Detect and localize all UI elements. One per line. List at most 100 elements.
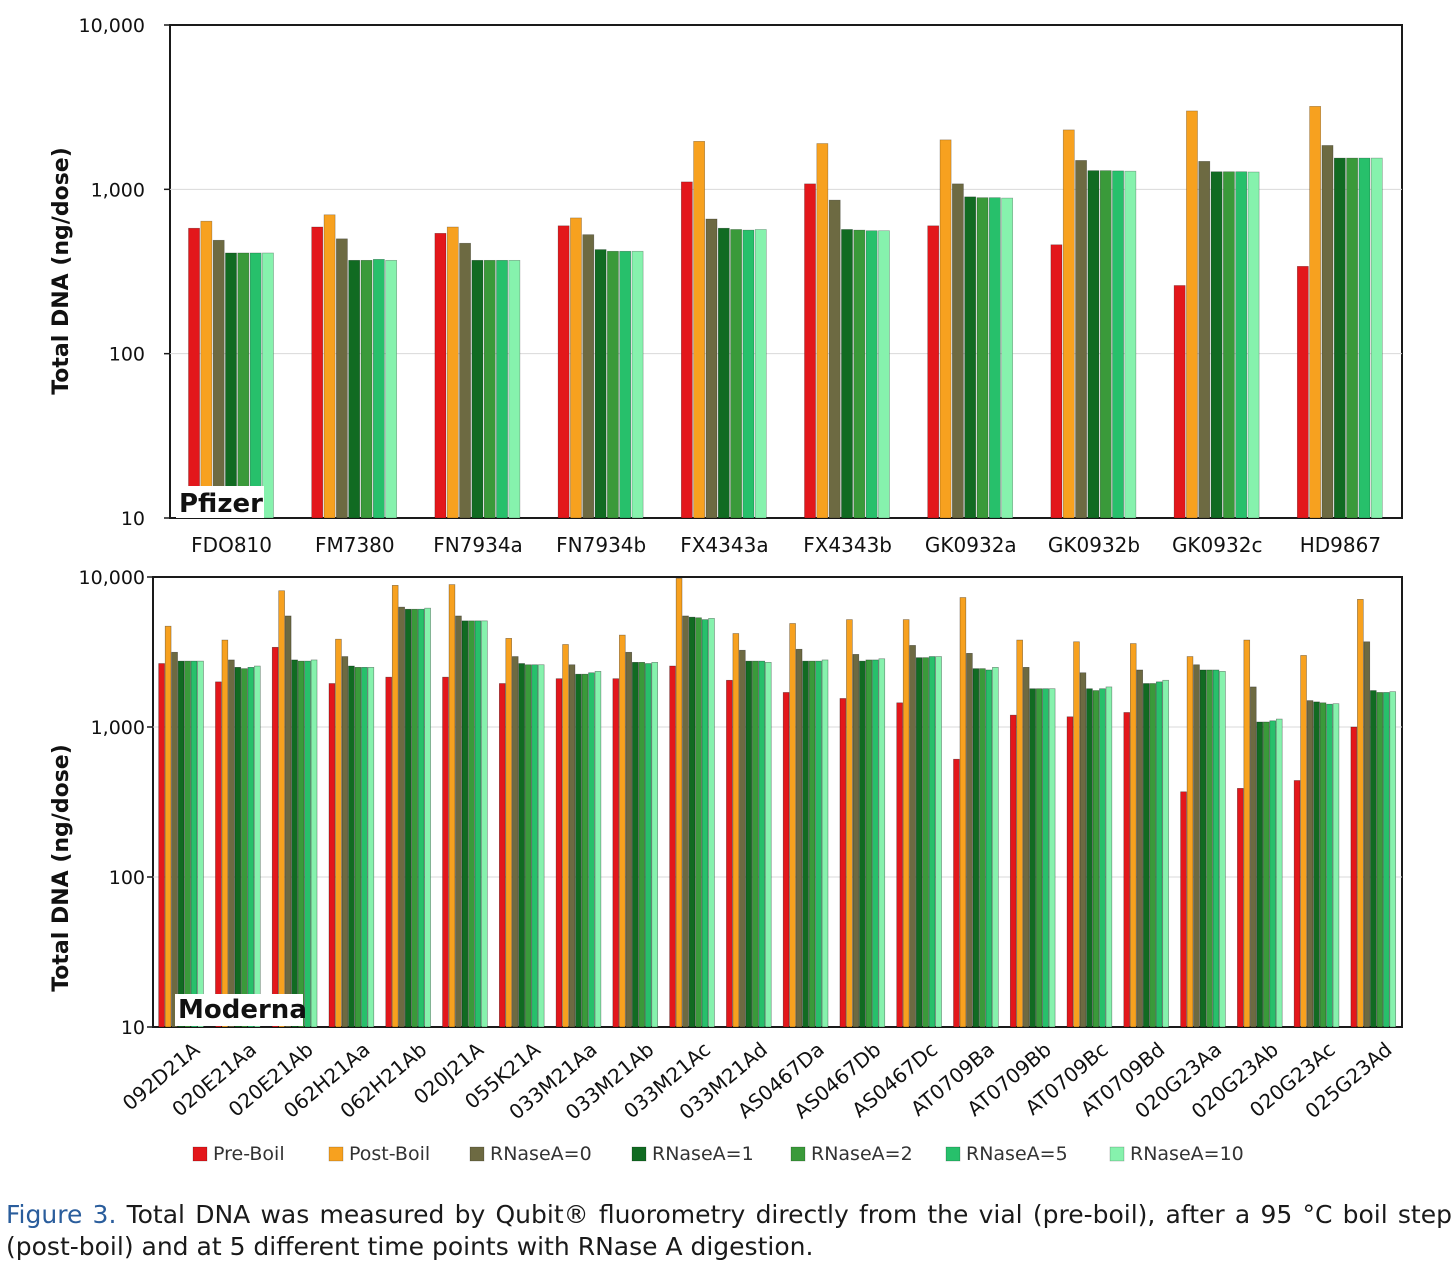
bar-rnasea-0 xyxy=(336,238,348,519)
bar-rnasea-0 xyxy=(1250,686,1257,1028)
legend-swatch xyxy=(790,1146,806,1162)
bar-rnasea-10 xyxy=(385,259,398,519)
moderna-panel: 10 100 1,000 10,000 092D21A020E21Aa020E21Ab… xyxy=(49,567,1403,1125)
x-category-label: HD9867 xyxy=(1300,533,1381,557)
bar-rnasea-1 xyxy=(1370,690,1377,1028)
bar-post-boil xyxy=(1309,106,1322,519)
bar-pre-boil xyxy=(953,758,960,1028)
bar-pre-boil xyxy=(804,183,816,519)
bar-rnasea-1 xyxy=(745,660,753,1028)
bar-rnasea-10 xyxy=(1219,671,1226,1028)
bar-rnasea-0 xyxy=(795,648,803,1028)
bar-rnasea-10 xyxy=(594,671,602,1028)
bar-rnasea-1 xyxy=(594,249,607,519)
bar-rnasea-1 xyxy=(461,620,469,1028)
bar-rnasea-10 xyxy=(821,659,829,1028)
legend-swatch xyxy=(469,1146,485,1162)
bar-post-boil xyxy=(1073,641,1080,1028)
x-category-label: GK0932c xyxy=(1172,533,1263,557)
bar-rnasea-10 xyxy=(508,259,521,519)
legend-entry: RNaseA=2 xyxy=(790,1143,913,1165)
y-tick-label: 10,000 xyxy=(79,15,145,37)
bar-rnasea-5 xyxy=(1099,688,1106,1028)
moderna-panel-label: Moderna xyxy=(178,995,307,1025)
bar-rnasea-1 xyxy=(575,673,582,1028)
bar-rnasea-0 xyxy=(705,218,718,519)
bar-rnasea-2 xyxy=(730,229,742,519)
bar-rnasea-5 xyxy=(985,669,993,1028)
bar-pre-boil xyxy=(680,181,693,519)
bar-pre-boil xyxy=(1173,285,1186,519)
legend-entry: RNaseA=10 xyxy=(1109,1143,1244,1165)
bar-rnasea-0 xyxy=(1079,672,1087,1028)
bar-rnasea-10 xyxy=(878,230,890,519)
bar-pre-boil xyxy=(1237,788,1244,1028)
pfizer-panel: 10 100 1,000 10,000 FDO810 FM7380 FN7934a FN79… xyxy=(49,15,1403,557)
x-category-label: FM7380 xyxy=(315,533,395,557)
bar-rnasea-10 xyxy=(651,661,658,1028)
bar-rnasea-2 xyxy=(1346,157,1358,519)
bar-rnasea-0 xyxy=(212,239,225,519)
bar-post-boil xyxy=(1243,639,1251,1028)
bar-rnasea-10 xyxy=(708,618,715,1028)
moderna-tag-background xyxy=(175,994,303,1026)
bar-post-boil xyxy=(164,625,172,1028)
bar-rnasea-10 xyxy=(935,656,942,1028)
bar-post-boil xyxy=(1016,639,1023,1028)
bar-rnasea-5 xyxy=(496,259,508,519)
legend-swatch xyxy=(328,1146,344,1162)
bar-rnasea-5 xyxy=(644,663,652,1028)
bar-post-boil xyxy=(570,217,582,519)
x-category-label: GK0932a xyxy=(925,533,1017,557)
bar-rnasea-10 xyxy=(310,659,318,1028)
bar-rnasea-10 xyxy=(254,665,261,1028)
bar-rnasea-0 xyxy=(1321,145,1334,519)
bar-rnasea-1 xyxy=(1333,157,1346,519)
bar-rnasea-2 xyxy=(354,667,362,1028)
bar-rnasea-1 xyxy=(471,259,484,519)
bar-post-boil xyxy=(446,226,459,519)
bar-post-boil xyxy=(1186,110,1198,519)
bar-rnasea-5 xyxy=(758,660,766,1028)
legend: Pre-Boil Post-Boil RNaseA=0 RNaseA=1 RNaseA=… xyxy=(192,1143,1244,1165)
bar-rnasea-5 xyxy=(304,660,311,1028)
figure-charts: 10 100 1,000 10,000 FDO810 FM7380 FN7934a FN79… xyxy=(49,15,1403,1165)
bar-rnasea-10 xyxy=(631,250,644,519)
bar-rnasea-10 xyxy=(1001,197,1014,519)
legend-entry: RNaseA=5 xyxy=(945,1143,1068,1165)
bar-rnasea-1 xyxy=(717,227,730,519)
bar-rnasea-1 xyxy=(291,659,298,1028)
bar-pre-boil xyxy=(557,225,570,519)
bar-rnasea-2 xyxy=(360,259,373,519)
bar-rnasea-0 xyxy=(909,645,916,1028)
bar-rnasea-10 xyxy=(1389,691,1397,1028)
bar-rnasea-10 xyxy=(1105,686,1113,1028)
bar-rnasea-5 xyxy=(1155,681,1163,1028)
y-tick-label: 1,000 xyxy=(91,717,145,739)
bar-rnasea-10 xyxy=(367,667,375,1028)
pfizer-bars xyxy=(188,106,1383,519)
y-tick-label: 100 xyxy=(109,344,145,366)
bar-rnasea-2 xyxy=(695,617,702,1028)
bar-rnasea-0 xyxy=(1022,667,1030,1028)
bar-post-boil xyxy=(939,139,952,519)
bar-pre-boil xyxy=(896,702,903,1028)
bar-rnasea-2 xyxy=(184,660,191,1028)
bar-rnasea-10 xyxy=(1332,703,1340,1028)
bar-rnasea-5 xyxy=(474,620,482,1028)
bar-pre-boil xyxy=(328,683,336,1028)
legend-label: RNaseA=2 xyxy=(811,1143,913,1165)
bar-post-boil xyxy=(221,639,229,1028)
bar-rnasea-2 xyxy=(411,608,418,1028)
bar-post-boil xyxy=(1062,129,1075,519)
legend-entry: Post-Boil xyxy=(328,1143,430,1165)
bar-rnasea-5 xyxy=(865,230,878,519)
bar-post-boil xyxy=(1357,599,1364,1028)
bar-rnasea-2 xyxy=(241,668,248,1028)
bar-rnasea-2 xyxy=(1099,170,1112,519)
bar-pre-boil xyxy=(434,233,447,519)
bar-rnasea-5 xyxy=(872,659,879,1028)
bar-rnasea-0 xyxy=(341,656,349,1028)
bar-rnasea-5 xyxy=(1326,703,1333,1028)
bar-rnasea-0 xyxy=(582,234,595,519)
